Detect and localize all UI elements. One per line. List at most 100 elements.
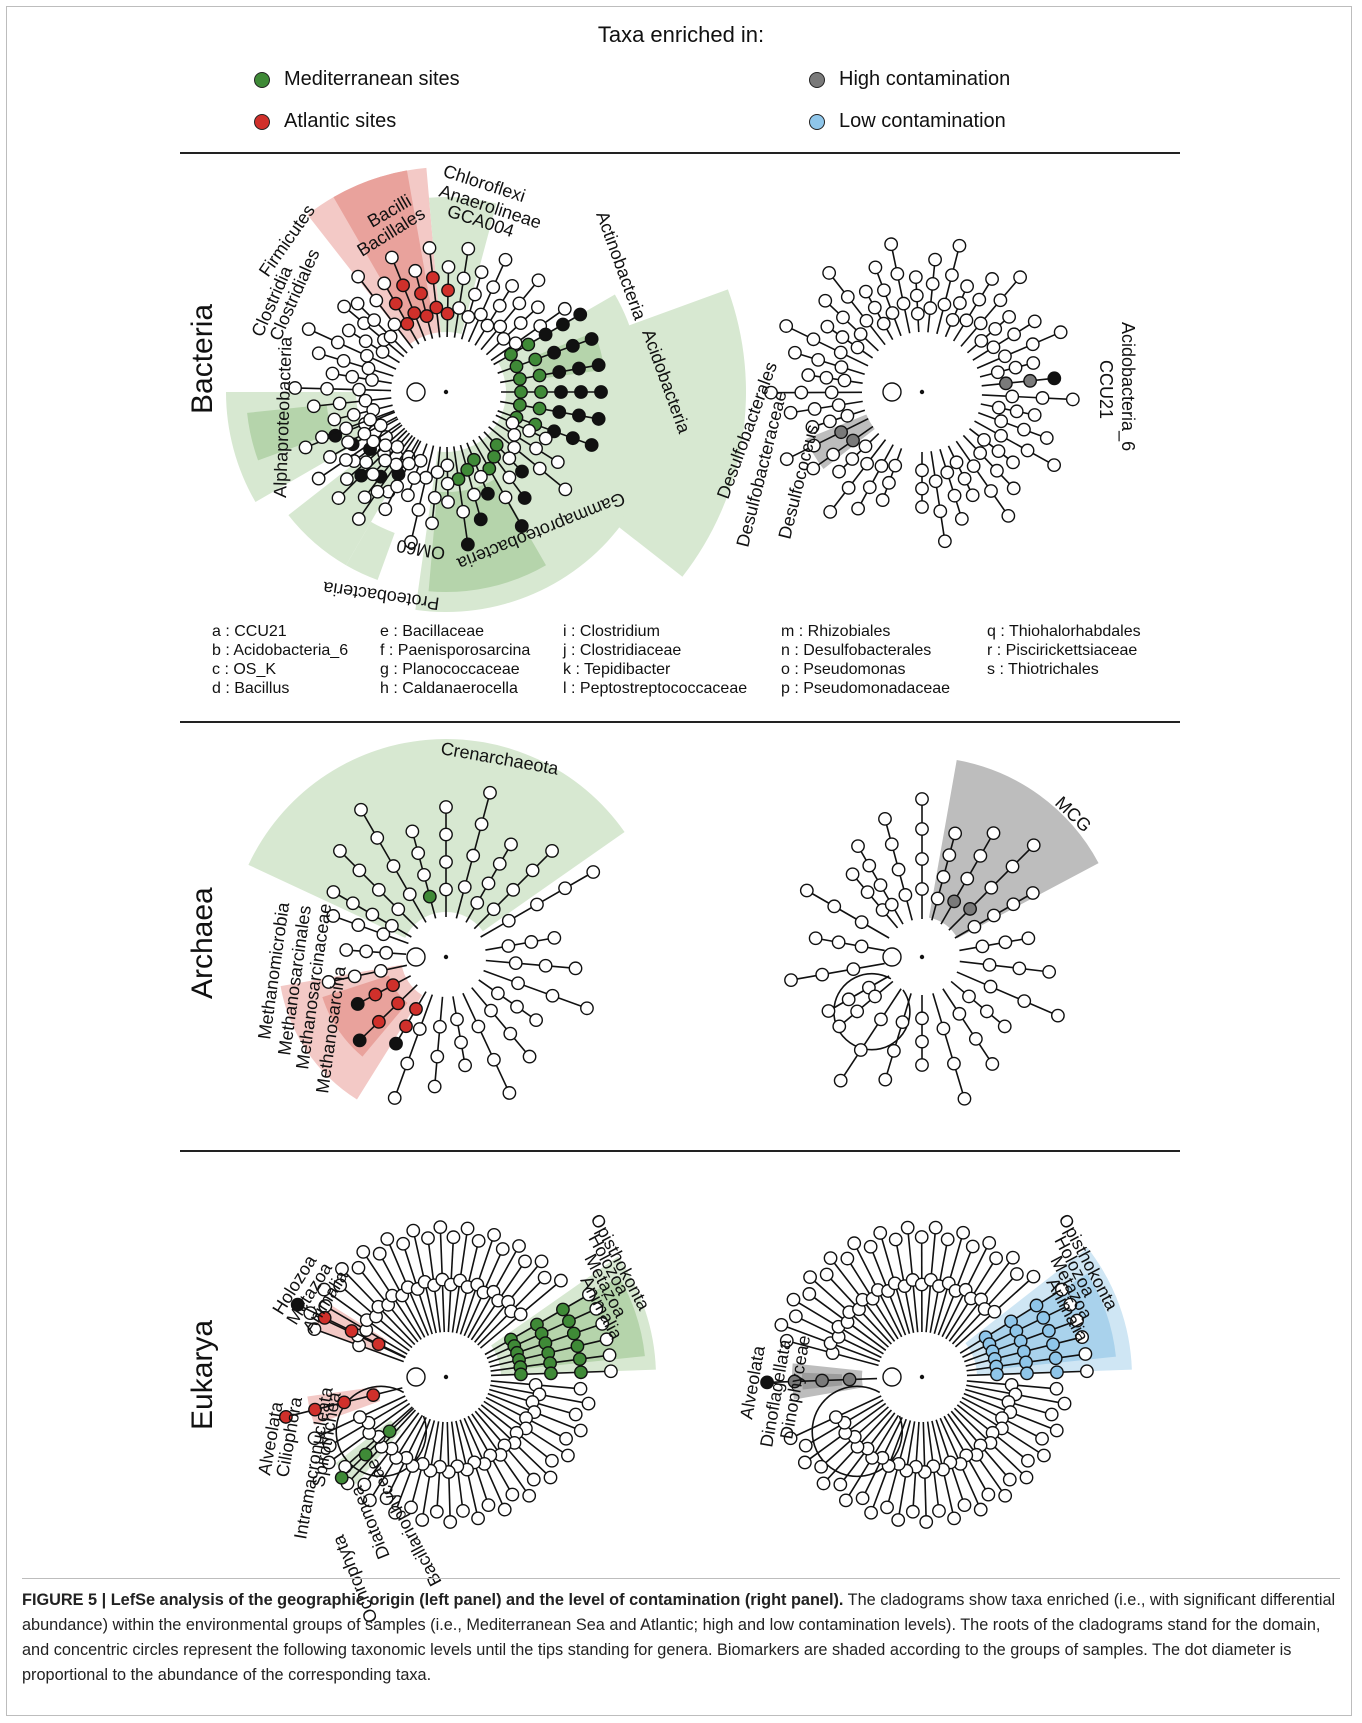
taxon-node: [460, 1221, 475, 1236]
taxon-node: [972, 292, 987, 307]
taxon-node: [371, 882, 386, 897]
branch: [341, 1407, 415, 1479]
taxon-node: [518, 1254, 532, 1269]
taxon-node: [368, 987, 383, 1002]
taxon-node: [373, 418, 388, 433]
taxon-node: [988, 321, 1003, 336]
taxon-node: [458, 1058, 473, 1073]
branch: [981, 377, 1055, 387]
taxon-node: [401, 488, 415, 503]
taxon-node: [1002, 310, 1016, 324]
taxon-node: [973, 446, 988, 460]
taxon-node: [986, 826, 1001, 841]
taxon-node: [886, 1043, 901, 1058]
branch: [395, 991, 427, 1045]
section-divider: [180, 152, 1180, 154]
branch: [930, 451, 946, 542]
taxon-node: [379, 1491, 394, 1506]
taxon-node: [983, 979, 998, 994]
branch: [824, 300, 879, 352]
taxon-node: [307, 1431, 322, 1446]
taxon-node: [1005, 859, 1020, 874]
taxon-node: [508, 956, 523, 971]
taxon-node: [486, 1052, 501, 1067]
taxon-node: [415, 1513, 430, 1527]
taxon-node: [831, 935, 846, 950]
taxon-node: [987, 1304, 1002, 1319]
taxon-node: [315, 430, 329, 445]
taxon-node: [783, 1431, 798, 1446]
taxon-node: [504, 837, 518, 852]
figure-caption: FIGURE 5 | LefSe analysis of the geograp…: [22, 1588, 1340, 1688]
taxon-node: [591, 412, 606, 426]
taxon-node: [501, 939, 516, 953]
branch: [472, 439, 523, 527]
taxon-node: [474, 265, 489, 280]
taxon-node: [422, 889, 437, 904]
taxon-node: [554, 385, 568, 399]
taxon-node: [409, 1002, 423, 1016]
taxon-node: [489, 438, 504, 452]
abbreviation-column: q : Thiohalorhabdales r : Piscirickettsi…: [987, 622, 1141, 679]
taxon-node: [378, 438, 393, 453]
taxon-node: [985, 272, 999, 286]
taxon-node: [440, 458, 455, 473]
taxon-node: [326, 885, 341, 899]
abbreviation-entry: q : Thiohalorhabdales: [987, 623, 1141, 640]
branch: [459, 444, 482, 520]
branch: [313, 397, 392, 408]
taxon-node: [1035, 1431, 1049, 1446]
taxon-node: [389, 1036, 403, 1051]
taxon-node: [505, 279, 519, 293]
taxon-node: [344, 1324, 359, 1338]
branch: [815, 937, 885, 952]
taxon-node: [487, 449, 501, 464]
taxon-node: [982, 1235, 997, 1250]
branch: [414, 270, 434, 339]
taxon-node: [885, 306, 900, 320]
taxon-node: [1002, 1472, 1017, 1487]
taxon-node: [837, 373, 852, 388]
branch: [332, 372, 392, 384]
taxon-node: [353, 1410, 367, 1425]
taxon-node: [378, 502, 393, 517]
taxon-node: [1036, 1310, 1051, 1325]
taxon-node: [820, 319, 835, 334]
taxon-node: [851, 501, 865, 516]
taxon-node: [851, 839, 865, 854]
taxon-node: [572, 1352, 587, 1367]
taxon-node: [947, 1056, 961, 1071]
taxon-node: [973, 316, 988, 331]
taxon-node: [787, 1374, 802, 1389]
atlantic-dot-icon: [254, 113, 270, 130]
taxon-node: [1047, 371, 1062, 386]
taxon-node: [559, 1431, 573, 1446]
taxon-node: [341, 323, 356, 338]
taxon-node: [366, 434, 381, 449]
taxon-node: [905, 1504, 920, 1519]
taxon-node: [990, 463, 1004, 478]
branch: [462, 992, 511, 1094]
mediterranean-dot-icon: [254, 71, 270, 88]
taxon-node: [482, 461, 497, 476]
low-contamination-dot-icon: [809, 113, 825, 130]
taxon-node: [335, 1262, 349, 1276]
clade-shading: [806, 414, 875, 469]
taxon-node: [850, 340, 865, 355]
taxon-node: [513, 316, 528, 330]
taxon-node: [532, 401, 547, 416]
taxon-node: [510, 999, 524, 1014]
taxon-node: [332, 396, 347, 411]
taxon-node: [432, 1019, 447, 1034]
taxon-node: [878, 811, 892, 826]
taxon-node: [514, 385, 528, 399]
taxon-node: [947, 894, 962, 909]
abbreviation-entry: k : Tepidibacter: [563, 661, 671, 678]
clade-shading: [429, 197, 497, 335]
abbreviation-entry: o : Pseudomonas: [781, 661, 906, 678]
taxon-node: [405, 824, 420, 839]
taxon-node: [433, 1220, 448, 1235]
taxon-node: [840, 408, 855, 423]
taxon-node: [1079, 1364, 1094, 1379]
taxon-node: [952, 238, 967, 253]
